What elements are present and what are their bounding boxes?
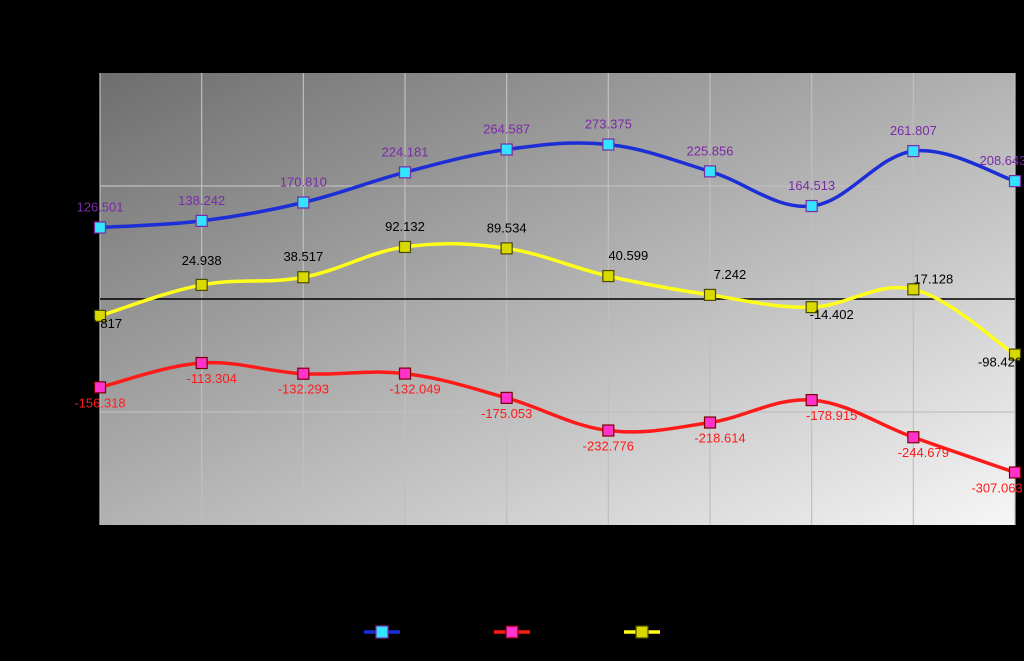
x-axis-label: ΦΕΒΡΟΥΑΡΙΟΣ '17	[127, 531, 203, 607]
data-label: 273.375	[585, 117, 632, 132]
series-marker	[298, 368, 309, 379]
series-marker	[908, 146, 919, 157]
x-axis-label: ΜΑΡΤΙΟΣ '17	[250, 531, 305, 586]
series-marker	[501, 243, 512, 254]
x-axis-label: ΑΠΡΙΛΙΟΣ '17	[350, 531, 407, 588]
data-label: -98.420	[978, 355, 1022, 370]
series-marker	[95, 382, 106, 393]
series-marker	[705, 417, 716, 428]
x-axis-label: ΙΟΥΝΙΟΣ '17	[558, 531, 611, 584]
series-marker	[95, 222, 106, 233]
series-marker	[501, 144, 512, 155]
data-label: -232.776	[583, 439, 634, 454]
data-label: -218.614	[694, 431, 745, 446]
data-label: 164.513	[788, 178, 835, 193]
series-marker	[501, 392, 512, 403]
data-label: 17.128	[913, 271, 953, 286]
data-label: 7.242	[714, 267, 747, 282]
legend-marker	[376, 626, 388, 638]
data-label: 261.807	[890, 123, 937, 138]
legend-marker	[506, 626, 518, 638]
data-label: 89.534	[487, 220, 527, 235]
data-label: -156.318	[74, 395, 125, 410]
data-label: -244.679	[898, 445, 949, 460]
series-marker	[298, 197, 309, 208]
data-label: -113.304	[186, 371, 236, 386]
series-marker	[400, 167, 411, 178]
data-label: 225.856	[687, 143, 734, 158]
series-marker	[603, 425, 614, 436]
legend-marker	[636, 626, 648, 638]
data-label: -178.915	[806, 408, 857, 423]
data-label: 92.132	[385, 219, 425, 234]
data-label: -307.063	[971, 480, 1022, 495]
data-label: 126.501	[77, 200, 124, 215]
x-axis-label: ΜΑΙΟΣ '17	[463, 531, 508, 576]
series-marker	[1010, 467, 1021, 478]
data-label: 38.517	[283, 249, 323, 264]
data-label: 264.587	[483, 122, 530, 137]
x-axis-label: ΟΚΤΩΒΡΙΟΣ '17	[951, 531, 1017, 597]
series-marker	[298, 272, 309, 283]
series-marker	[705, 166, 716, 177]
data-label: -14.402	[810, 307, 854, 322]
series-marker	[196, 279, 207, 290]
data-label: 40.599	[608, 248, 648, 263]
series-marker	[1010, 176, 1021, 187]
series-marker	[908, 432, 919, 443]
x-axis-label: ΑΥΓΟΥΣΤΟΣ '17	[748, 531, 814, 597]
chart-container: 126.501 138.242 170.810 224.181 264.587 273.3…	[0, 0, 1024, 661]
series-marker	[400, 368, 411, 379]
series-marker	[806, 395, 817, 406]
series-marker	[705, 289, 716, 300]
data-label: 170.810	[280, 174, 327, 189]
data-label: -175.053	[481, 406, 532, 421]
data-label: 224.181	[382, 144, 429, 159]
data-label: -132.293	[278, 382, 329, 397]
data-label: 138.242	[178, 193, 225, 208]
data-label: -132.049	[389, 382, 440, 397]
series-marker	[603, 139, 614, 150]
x-axis-label: ΣΕΠΤΕΜΒΡΙΟΣ '17	[839, 531, 915, 607]
series-marker	[603, 271, 614, 282]
x-axis-label: ΙΟΥΛΙΟΣ '17	[661, 531, 713, 583]
data-label: 24.938	[182, 253, 222, 268]
x-axis-label: ΙΑΝΟΥΑΡΙΟΣ '17	[35, 531, 103, 599]
data-label: -29.817	[78, 316, 122, 331]
series-marker	[806, 201, 817, 212]
series-marker	[400, 241, 411, 252]
data-label: 208.643	[980, 153, 1024, 168]
line-chart: 126.501 138.242 170.810 224.181 264.587 273.3…	[0, 0, 1024, 661]
series-marker	[196, 358, 207, 369]
series-marker	[196, 215, 207, 226]
